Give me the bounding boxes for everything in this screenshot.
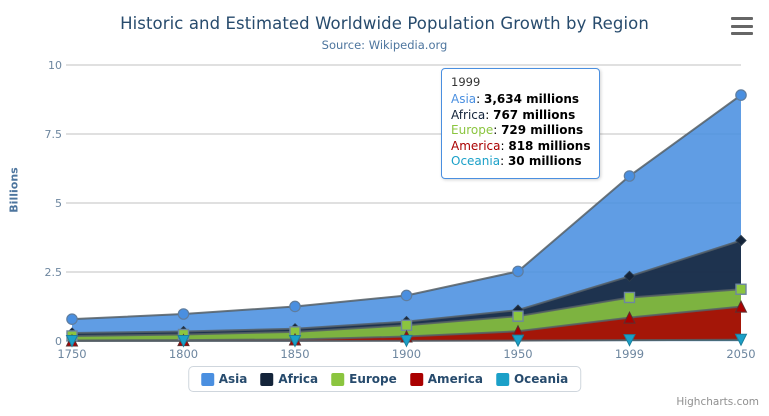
data-point-marker-europe[interactable]: [623, 291, 636, 304]
area-series-america[interactable]: [72, 306, 741, 341]
data-point-marker-oceania[interactable]: [288, 334, 302, 348]
data-point-marker-africa[interactable]: [735, 234, 747, 247]
legend-swatch-icon: [495, 372, 509, 386]
legend-swatch-icon: [260, 372, 274, 386]
x-axis-tick-label: 1800: [169, 347, 198, 361]
data-point-marker-oceania[interactable]: [623, 334, 636, 347]
legend-item-label: Oceania: [513, 372, 569, 386]
data-point-marker-america[interactable]: [734, 299, 748, 313]
tooltip-series-value: 729 millions: [501, 123, 584, 137]
data-point-marker-europe[interactable]: [400, 319, 413, 331]
legend-swatch-icon: [331, 372, 345, 386]
tooltip-rows: Asia: 3,634 millions Africa: 767 millions…: [451, 92, 590, 170]
legend-item-europe[interactable]: Europe: [331, 372, 397, 386]
tooltip-series-name: America: [451, 138, 501, 153]
y-axis-tick-label: 0: [55, 335, 62, 348]
hamburger-menu-icon[interactable]: [731, 17, 753, 35]
data-point-marker-oceania[interactable]: [734, 333, 748, 347]
data-point-marker-oceania[interactable]: [65, 334, 79, 348]
data-point-marker-asia[interactable]: [735, 89, 747, 101]
tooltip-row: Africa: 767 millions: [451, 108, 590, 124]
tooltip-header: 1999: [451, 75, 481, 89]
x-axis-tick-label: 1999: [615, 347, 644, 361]
tooltip: 1999 Asia: 3,634 millions Africa: 767 mil…: [441, 68, 601, 179]
data-point-marker-asia[interactable]: [289, 300, 301, 313]
x-axis-tick-label: 1950: [503, 347, 532, 361]
legend-item-america[interactable]: America: [409, 372, 483, 386]
data-point-marker-america[interactable]: [623, 310, 636, 324]
chart-legend: Asia Africa Europe America Oceania: [187, 366, 582, 392]
chart-subtitle: Source: Wikipedia.org: [321, 38, 448, 52]
data-point-marker-europe[interactable]: [735, 283, 747, 295]
credits-link[interactable]: Highcharts.com: [676, 396, 759, 408]
menu-bar-3: [731, 32, 753, 35]
legend-item-label: Europe: [349, 372, 397, 386]
tooltip-separator: :: [493, 123, 502, 137]
legend-item-asia[interactable]: Asia: [200, 372, 248, 386]
page-title: Historic and Estimated Worldwide Populat…: [120, 14, 649, 33]
menu-bar-2: [731, 24, 753, 28]
tooltip-separator: :: [500, 154, 508, 168]
x-axis-tick-label: 1850: [280, 347, 309, 361]
data-point-marker-asia[interactable]: [177, 308, 190, 320]
tooltip-row: Oceania: 30 millions: [451, 154, 590, 170]
data-point-marker-oceania[interactable]: [511, 334, 525, 348]
area-series-asia[interactable]: [72, 95, 741, 341]
tooltip-series-value: 767 millions: [493, 107, 576, 122]
legend-swatch-icon: [409, 372, 423, 386]
y-axis-tick-label: 2.5: [45, 266, 63, 279]
data-point-marker-asia[interactable]: [512, 265, 524, 278]
data-point-marker-asia[interactable]: [400, 289, 413, 302]
legend-item-africa[interactable]: Africa: [260, 372, 318, 386]
tooltip-series-value: 3,634 millions: [484, 92, 580, 106]
legend-item-label: Asia: [218, 372, 248, 386]
legend-swatch-icon: [200, 372, 214, 386]
legend-item-label: Africa: [278, 372, 319, 386]
tooltip-series-name: Oceania: [451, 154, 501, 168]
menu-bar-1: [731, 17, 753, 20]
data-point-marker-europe[interactable]: [512, 310, 524, 322]
tooltip-row: America: 818 millions: [451, 139, 590, 155]
x-axis-tick-label: 1750: [57, 347, 86, 361]
y-axis-tick-label: 5: [55, 197, 62, 210]
data-point-marker-oceania[interactable]: [400, 334, 413, 348]
tooltip-series-name: Asia: [451, 92, 477, 106]
y-axis-tick-label: 7.5: [45, 128, 63, 141]
tooltip-series-value: 818 millions: [508, 138, 591, 153]
data-point-marker-asia[interactable]: [66, 313, 78, 325]
tooltip-separator: :: [485, 107, 494, 122]
legend-item-oceania[interactable]: Oceania: [495, 372, 569, 386]
data-point-marker-asia[interactable]: [623, 170, 636, 182]
tooltip-series-value: 30 millions: [507, 154, 582, 168]
tooltip-separator: :: [500, 138, 509, 153]
x-axis-tick-label: 1900: [392, 347, 421, 361]
tooltip-row: Asia: 3,634 millions: [451, 92, 590, 108]
data-point-marker-oceania[interactable]: [177, 334, 190, 348]
tooltip-row: Europe: 729 millions: [451, 123, 590, 139]
data-point-marker-africa[interactable]: [623, 270, 636, 283]
tooltip-series-name: Europe: [451, 123, 494, 137]
tooltip-series-name: Africa: [451, 107, 486, 122]
tooltip-separator: :: [476, 92, 485, 106]
y-axis-tick-label: 10: [48, 59, 62, 72]
legend-item-label: America: [427, 372, 483, 386]
x-axis-tick-label: 2050: [726, 347, 755, 361]
